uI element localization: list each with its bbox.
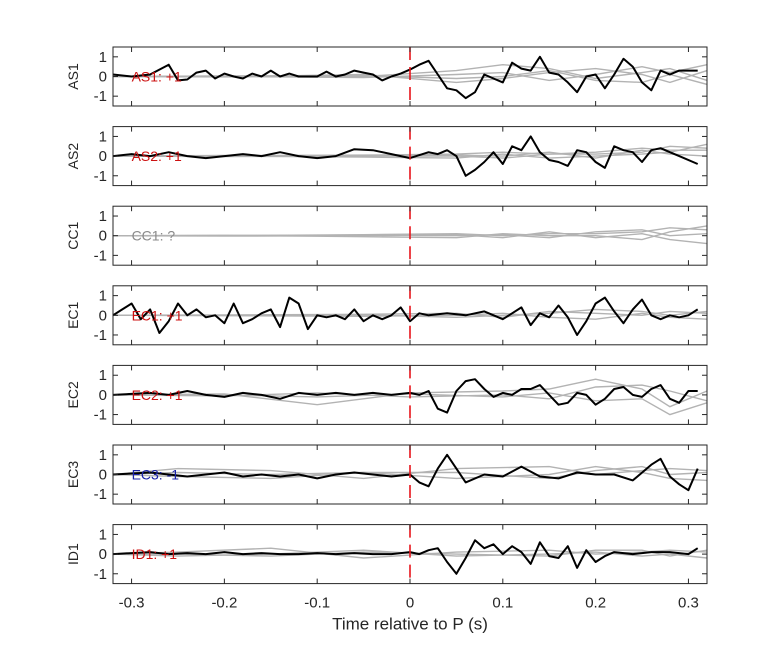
plot-area [113,296,707,336]
background-trace [113,64,707,82]
y-tick-label: -1 [94,327,107,344]
y-tick-label: 0 [99,148,107,165]
y-tick-label: -1 [94,247,107,264]
y-axis-label: AS1 [65,63,81,90]
x-tick-label: -0.3 [119,595,145,612]
polarity-annotation: AS2: +1 [132,148,182,164]
panel-cc1: 1 0 -1 CC1 CC1: ? [65,205,708,266]
y-tick-label: 1 [99,128,107,145]
main-trace [113,296,699,336]
y-tick-label: 1 [99,208,107,225]
y-tick-label: 1 [99,447,107,464]
x-tick-label: 0.2 [585,595,606,612]
x-tick-label: 0 [406,595,414,612]
plot-area [113,135,707,177]
x-tick-label: -0.2 [211,595,237,612]
main-trace [113,453,699,492]
y-axis-label: AS2 [65,143,81,170]
y-axis-label: ID1 [65,543,81,565]
panel-as1: 1 0 -1 AS1 AS1: +1 [65,46,708,107]
panel-ec1: 1 0 -1 EC1 EC1: +1 [65,285,708,346]
y-tick-label: 1 [99,526,107,543]
y-tick-label: 1 [99,367,107,384]
y-tick-label: -1 [94,486,107,503]
y-tick-label: 0 [99,69,107,86]
main-trace [113,55,698,100]
main-trace [113,539,699,575]
panel-id1: 1 0 -1 ID1 ID1: +1 [65,524,708,585]
y-tick-label: 1 [99,49,107,66]
y-tick-label: -1 [94,566,107,583]
polarity-annotation: EC2: +1 [132,387,183,403]
y-tick-label: -1 [94,168,107,185]
polarity-annotation: EC3: -1 [132,467,180,483]
y-axis-label: CC1 [65,221,81,249]
main-trace [113,378,698,414]
x-tick-label: 0.3 [678,595,699,612]
x-tick-label: -0.1 [304,595,330,612]
panels-group: 1 0 -1 AS1 AS1: +1 1 0 -1 AS2 AS2: +1 1 0 -1 CC1 CC1: … [65,46,708,585]
y-tick-label: -1 [94,88,107,105]
y-tick-label: 0 [99,307,107,324]
background-trace [113,229,707,239]
background-trace [113,143,707,159]
x-tick-label: 0.1 [492,595,513,612]
y-tick-label: 1 [99,288,107,305]
panel-ec2: 1 0 -1 EC2 EC2: +1 [65,364,708,425]
x-axis-label: Time relative to P (s) [332,615,488,634]
y-axis-label: EC3 [65,461,81,488]
plot-area [113,453,707,492]
y-tick-label: 0 [99,546,107,563]
plot-area [113,225,707,245]
y-axis-label: EC2 [65,381,81,408]
plot-area [113,539,707,575]
polarity-annotation: EC1: +1 [132,307,183,323]
y-tick-label: 0 [99,467,107,484]
main-trace [113,135,699,177]
y-tick-label: -1 [94,407,107,424]
y-axis-label: EC1 [65,301,81,328]
polarity-annotation: ID1: +1 [132,546,178,562]
panel-ec3: 1 0 -1 EC3 EC3: -1 [65,444,708,505]
panel-as2: 1 0 -1 AS2 AS2: +1 [65,126,708,187]
background-trace [113,465,707,480]
y-tick-label: 0 [99,387,107,404]
polarity-annotation: AS1: +1 [132,69,182,85]
plot-area [113,55,707,100]
plot-area [113,378,707,416]
polarity-annotation: CC1: ? [132,228,176,244]
x-axis: -0.3 -0.2 -0.1 0 0.1 0.2 0.3 [119,595,699,612]
y-tick-label: 0 [99,228,107,245]
